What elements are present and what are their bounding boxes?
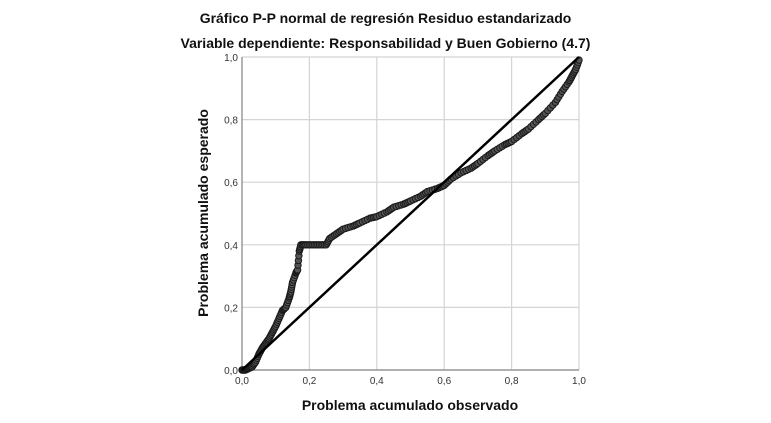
- x-axis-label: Problema acumulado observado: [302, 397, 518, 413]
- y-tick-label: 0,2: [224, 303, 238, 314]
- x-tick-label: 0,6: [437, 376, 451, 387]
- chart-subtitle: Variable dependiente: Responsabilidad y …: [180, 35, 591, 51]
- x-tick-label: 0,2: [302, 376, 316, 387]
- chart-title: Gráfico P-P normal de regresión Residuo …: [199, 10, 572, 26]
- y-axis-ticks: 0,0 0,2 0,4 0,6 0,8 1,0: [224, 53, 238, 377]
- x-axis-ticks: 0,0 0,2 0,4 0,6 0,8 1,0: [235, 376, 586, 387]
- x-tick-label: 0,8: [505, 376, 519, 387]
- diagonal-line: [241, 56, 580, 371]
- y-tick-label: 0,4: [224, 241, 238, 252]
- y-axis-label: Problema acumulado esperado: [195, 109, 211, 317]
- y-tick-label: 0,0: [224, 366, 238, 377]
- y-tick-label: 0,8: [224, 116, 238, 127]
- plot-frame: [241, 57, 579, 371]
- y-tick-label: 0,6: [224, 178, 238, 189]
- reference-line: [241, 56, 580, 371]
- x-tick-label: 1,0: [572, 376, 586, 387]
- x-tick-label: 0,4: [370, 376, 384, 387]
- y-tick-label: 1,0: [224, 53, 238, 64]
- x-tick-label: 0,0: [235, 376, 249, 387]
